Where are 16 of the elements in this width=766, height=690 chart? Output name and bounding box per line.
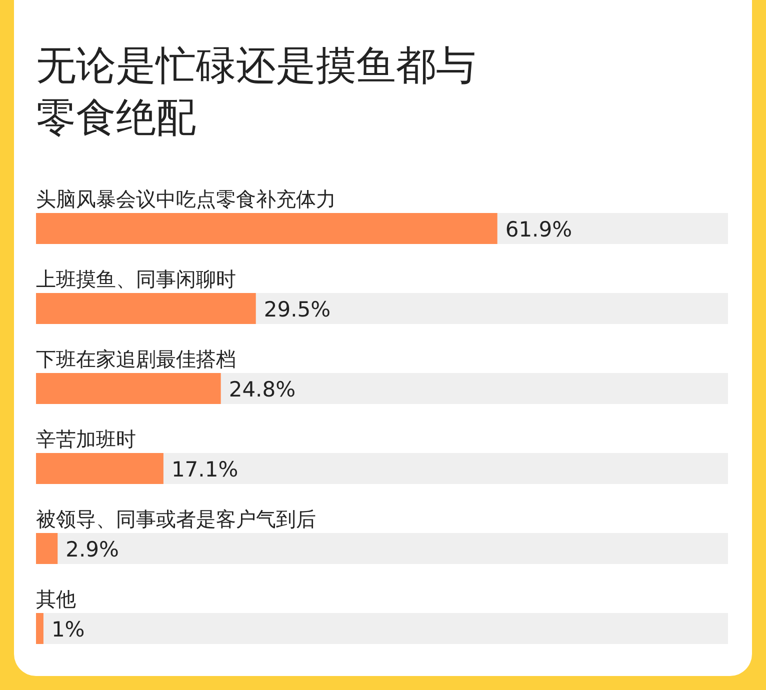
data-label: 2.9% [66, 538, 119, 562]
y-tick-label: 下班在家追剧最佳搭档 [36, 347, 236, 371]
data-label: 61.9% [505, 218, 572, 242]
bar [36, 613, 44, 644]
bar [36, 533, 58, 564]
data-label: 24.8% [228, 378, 296, 402]
y-tick-label: 辛苦加班时 [36, 427, 136, 451]
y-tick-label: 上班摸鱼、同事闲聊时 [36, 267, 236, 291]
data-label: 29.5% [264, 298, 331, 322]
y-tick-label: 被领导、同事或者是客户气到后 [36, 507, 316, 531]
y-tick-label: 头脑风暴会议中吃点零食补充体力 [36, 187, 336, 211]
data-label: 17.1% [171, 458, 238, 482]
bar [36, 453, 164, 484]
chart-title: 无论是忙碌还是摸鱼都与零食绝配 [36, 42, 477, 143]
y-tick-label: 其他 [36, 587, 76, 611]
data-label: 1% [51, 618, 85, 642]
